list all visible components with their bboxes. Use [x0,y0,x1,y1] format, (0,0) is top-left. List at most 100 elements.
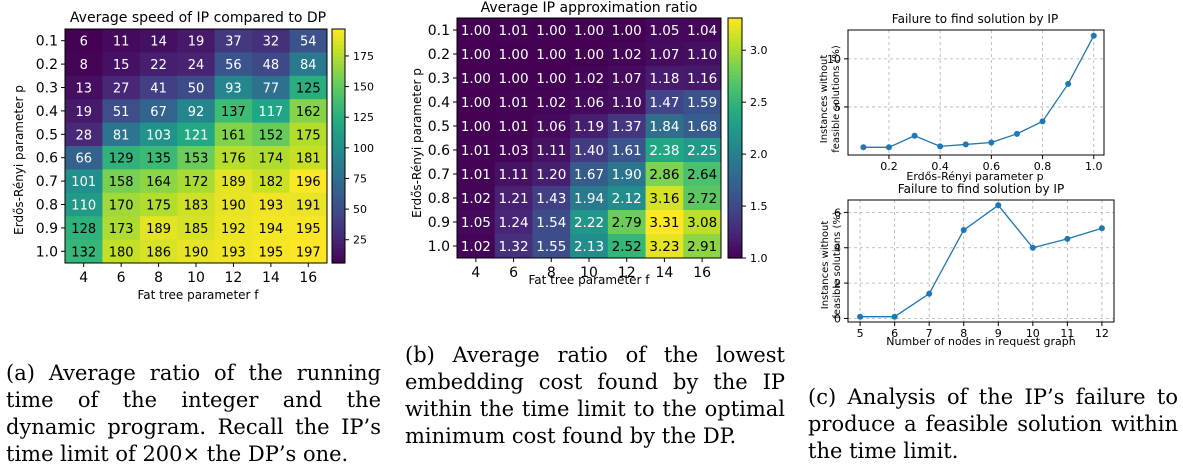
failure-vs-p-x-tick-label: 0.4 [931,160,949,173]
speed-heatmap-cell [252,169,291,194]
failure-vs-nodes-x-tick-label: 11 [1060,327,1074,340]
failure-vs-p-title: Failure to find solution by IP [892,12,1058,26]
failure-vs-p-point [1065,80,1072,87]
speed-heatmap-cell-value: 121 [184,128,209,143]
speed-heatmap-cell-value: 110 [71,199,96,214]
speed-heatmap-cell-value: 174 [258,152,283,167]
speed-heatmap-cell [139,169,178,194]
ratio-heatmap-cell [532,42,571,67]
ratio-heatmap-cell-value: 1.68 [687,119,717,135]
ratio-heatmap-cell-value: 3.23 [649,239,679,255]
caption-a-text: (a) Average ratio of the running time of… [6,361,381,466]
ratio-heatmap-chart: Average IP approximation ratio Erdős-Rén… [410,0,768,287]
failure-vs-p-x-tick-label: 0.6 [983,160,1001,173]
ratio-heatmap-cell [494,18,533,43]
failure-vs-nodes-plot: 5 6 7 8 9 10 11 12 0 2 4 6 [834,199,1115,340]
failure-vs-nodes-chart: Failure to find solution by IP Instances… [820,182,1115,348]
speed-heatmap-y-tick-label: 0.9 [36,221,58,237]
speed-heatmap-cell [289,216,328,241]
ratio-heatmap-title: Average IP approximation ratio [481,0,698,16]
ratio-heatmap-cell-value: 2.13 [574,239,604,255]
ratio-heatmap-y-tick-label: 0.1 [428,23,450,39]
ratio-heatmap-cell [645,138,684,163]
ratio-heatmap-cell-value: 1.04 [687,23,717,39]
speed-heatmap-cell-value: 153 [184,152,209,167]
speed-heatmap-x-tick-label: 14 [262,270,280,286]
ratio-heatmap-cell [457,234,496,259]
speed-heatmap-y-tick-label: 0.5 [36,127,58,143]
ratio-heatmap-cell [683,210,722,235]
ratio-heatmap-cell-value: 1.67 [574,167,604,183]
ratio-heatmap-x-tick-label: 8 [547,265,556,281]
speed-heatmap-cell [177,122,216,147]
ratio-heatmap-cell [457,138,496,163]
speed-heatmap-cell [214,239,253,264]
failure-vs-nodes-x-tick-label: 10 [1026,327,1040,340]
ratio-heatmap-cell-value: 1.55 [536,239,566,255]
speed-heatmap-colorbar-tick-label: 175 [353,50,374,63]
ratio-heatmap-cell [570,18,609,43]
ratio-heatmap-cell [457,42,496,67]
ratio-heatmap-cell [532,66,571,91]
ratio-heatmap-cell [494,42,533,67]
failure-vs-p-x-tick-label: 0.8 [1034,160,1052,173]
speed-heatmap-cell-value: 164 [146,175,171,190]
speed-heatmap-cell [289,75,328,100]
speed-heatmap-cell-value: 77 [263,82,280,97]
speed-heatmap-y-tick-label: 0.7 [36,174,58,190]
speed-heatmap-cell [252,239,291,264]
failure-vs-p-ylabel: Instances withoutfeasible solutions (%) [819,45,842,153]
speed-heatmap-cell [102,239,141,264]
speed-heatmap-cell [177,146,216,170]
speed-heatmap-colorbar-tick-label: 50 [353,203,367,216]
ratio-heatmap-cell-value: 1.01 [461,143,491,159]
speed-heatmap-cell-value: 84 [300,58,317,73]
speed-heatmap-cell [102,29,141,53]
ratio-heatmap-cell-value: 1.00 [574,47,604,63]
ratio-heatmap-x-tick-label: 6 [509,265,518,281]
speed-heatmap-cell-value: 162 [296,105,321,120]
failure-vs-nodes-series-line [860,204,1103,318]
ratio-heatmap-colorbar-tick-label: 1.0 [750,252,768,265]
speed-heatmap-cell [65,75,103,100]
failure-vs-p-point [885,144,892,151]
speed-heatmap-cell-value: 28 [75,128,92,143]
ratio-heatmap-cell [645,186,684,211]
speed-heatmap-title: Average speed of IP compared to DP [70,10,326,26]
ratio-heatmap-cell-value: 1.01 [499,119,529,135]
failure-vs-nodes-ylabel-line-2: feasible solutions (%) [832,211,843,319]
speed-heatmap-cell [177,192,216,217]
failure-vs-nodes-point [857,313,864,320]
speed-heatmap-cell-value: 11 [113,35,130,50]
speed-heatmap-cell [139,216,178,241]
ratio-heatmap-cell [494,66,533,91]
speed-heatmap-cell-value: 125 [296,82,321,97]
ratio-heatmap-cell [645,90,684,115]
speed-heatmap-cell-value: 175 [146,199,171,214]
speed-heatmap-colorbar-tick-label: 25 [353,234,367,247]
ratio-heatmap-cell [645,210,684,235]
caption-c: (c) Analysis of the IP’s failure to prod… [808,384,1178,465]
speed-heatmap-cell-value: 15 [113,58,130,73]
ratio-heatmap-cell-value: 2.72 [687,191,717,207]
failure-vs-nodes-y-tick-label: 4 [834,242,841,255]
ratio-heatmap-cell [532,234,571,259]
speed-heatmap-cell [252,122,291,147]
speed-heatmap-cell-value: 54 [300,35,317,50]
speed-heatmap-cell [177,169,216,194]
speed-heatmap-cell-value: 152 [258,128,283,143]
speed-heatmap-cell-value: 196 [296,175,321,190]
ratio-heatmap-cell [645,234,684,259]
ratio-heatmap-cell-value: 1.37 [612,119,642,135]
ratio-heatmap-cell-value: 2.38 [649,143,679,159]
speed-heatmap-colorbar-tick-label: 75 [353,172,367,185]
ratio-heatmap-cell-value: 1.61 [612,143,642,159]
speed-heatmap-cell-value: 51 [113,105,130,120]
ratio-heatmap-colorbar-tick-label: 2.0 [750,148,768,161]
speed-heatmap-cell [289,99,328,124]
ratio-heatmap-cell-value: 1.19 [574,119,604,135]
ratio-heatmap-cell [607,18,647,43]
ratio-heatmap-cell [645,42,684,67]
speed-heatmap-cell [139,239,178,264]
failure-vs-nodes-ylabel-line-1: Instances without [820,221,831,310]
